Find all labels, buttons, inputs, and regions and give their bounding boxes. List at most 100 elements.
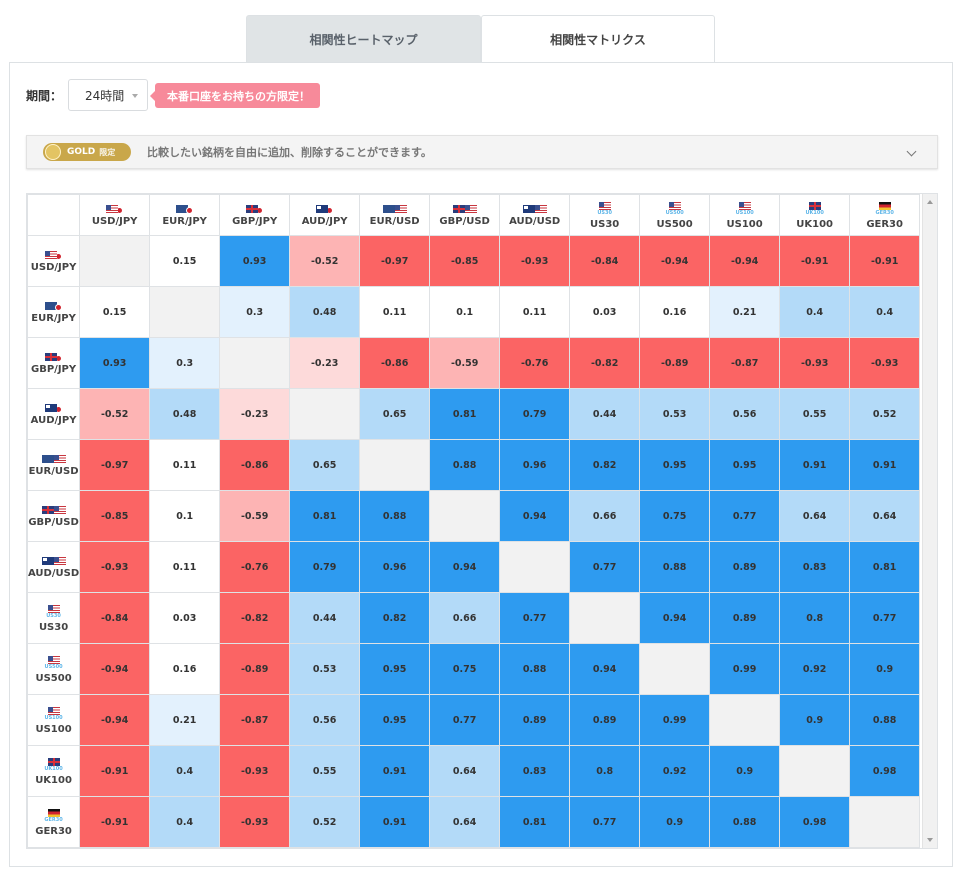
row-header: USD/JPY [27, 235, 81, 287]
matrix-panel: 期間： 24時間 本番口座をお持ちの方限定！ GOLD 限定 比較したい銘柄を自… [9, 62, 953, 867]
column-header: UK100 UK100 [779, 194, 851, 236]
scroll-up-icon[interactable] [927, 200, 933, 204]
diagonal-cell [79, 235, 151, 287]
flag-icon [41, 555, 66, 565]
column-symbol: EUR/JPY [162, 216, 207, 227]
correlation-cell: -0.52 [289, 235, 361, 287]
correlation-cell: 0.94 [639, 592, 711, 644]
tab-matrix[interactable]: 相関性マトリクス [481, 15, 715, 63]
correlation-cell: 0.89 [709, 541, 781, 593]
correlation-cell: 0.1 [149, 490, 221, 542]
flag-us-icon [534, 205, 547, 213]
correlation-cell: 0.03 [149, 592, 221, 644]
correlation-cell: 0.8 [569, 745, 641, 797]
table-row: AUD/USD -0.93 0.11 -0.76 0.79 0.96 0.94 0.77 0.8… [27, 541, 921, 593]
correlation-cell: 0.99 [709, 643, 781, 695]
tab-heatmap[interactable]: 相関性ヒートマップ [246, 15, 481, 63]
correlation-cell: -0.76 [219, 541, 291, 593]
flag-jp-icon [186, 207, 194, 214]
flag-icon [598, 200, 611, 210]
correlation-cell: -0.86 [359, 337, 431, 389]
flag-us-icon [598, 202, 611, 210]
flag-icon [45, 300, 63, 311]
correlation-cell: 0.11 [499, 286, 571, 338]
row-header: US30 US30 [27, 592, 81, 644]
column-header: AUD/JPY [289, 194, 361, 236]
flag-icon [808, 200, 821, 210]
correlation-cell: 0.4 [849, 286, 921, 338]
correlation-cell: 0.4 [779, 286, 851, 338]
flag-us-icon [53, 506, 66, 514]
correlation-cell: 0.94 [429, 541, 501, 593]
vertical-scrollbar[interactable] [922, 194, 937, 848]
column-symbol: GBP/JPY [232, 216, 278, 227]
flag-gb-icon [47, 758, 60, 766]
correlation-cell: 0.66 [429, 592, 501, 644]
correlation-cell: -0.89 [639, 337, 711, 389]
correlation-cell: 0.77 [499, 592, 571, 644]
correlation-cell: 0.9 [849, 643, 921, 695]
gold-badge-label: GOLD [67, 147, 96, 157]
flag-de-icon [878, 202, 891, 210]
flag-gb-icon [41, 506, 54, 514]
flag-us-icon [53, 557, 66, 565]
correlation-cell: 0.15 [149, 235, 221, 287]
correlation-cell: -0.93 [219, 796, 291, 848]
correlation-cell: 0.55 [289, 745, 361, 797]
correlation-cell: 0.81 [429, 388, 501, 440]
correlation-cell: 0.92 [779, 643, 851, 695]
correlation-cell: 0.53 [639, 388, 711, 440]
flag-icon [47, 603, 60, 613]
correlation-cell: 0.96 [359, 541, 431, 593]
correlation-cell: 0.99 [639, 694, 711, 746]
correlation-cell: 0.91 [849, 439, 921, 491]
correlation-cell: 0.77 [569, 541, 641, 593]
flag-icon [382, 203, 407, 213]
correlation-cell: -0.76 [499, 337, 571, 389]
correlation-cell: 0.03 [569, 286, 641, 338]
correlation-cell: 0.48 [149, 388, 221, 440]
flag-us-icon [47, 707, 60, 715]
chevron-down-icon[interactable] [906, 146, 917, 157]
flag-us-icon [47, 605, 60, 613]
correlation-cell: 0.64 [429, 745, 501, 797]
live-account-promo-badge: 本番口座をお持ちの方限定！ [150, 83, 320, 108]
diagonal-cell [779, 745, 851, 797]
correlation-cell: 0.88 [429, 439, 501, 491]
column-header: USD/JPY [79, 194, 151, 236]
correlation-cell: -0.82 [219, 592, 291, 644]
caret-down-icon [132, 94, 138, 98]
correlation-cell: 0.95 [639, 439, 711, 491]
correlation-cell: -0.94 [639, 235, 711, 287]
column-header: GBP/JPY [219, 194, 291, 236]
gold-badge: GOLD 限定 [43, 143, 131, 161]
correlation-cell: 0.77 [569, 796, 641, 848]
correlation-cell: 0.83 [779, 541, 851, 593]
table-row: GBP/JPY 0.93 0.3 -0.23 -0.86 -0.59 -0.76 -0.82-… [27, 337, 921, 389]
row-header: GBP/JPY [27, 337, 81, 389]
correlation-cell: -0.91 [849, 235, 921, 287]
correlation-matrix: USD/JPY EUR/JPY GBP/JPY AUD/JPY EUR/USD GBP/U… [26, 193, 938, 849]
correlation-cell: 0.77 [709, 490, 781, 542]
flag-icon [47, 705, 60, 715]
flag-gb-icon [246, 205, 259, 213]
column-header: EUR/JPY [149, 194, 221, 236]
index-tag: UK100 [805, 210, 824, 216]
index-tag: GER30 [875, 210, 894, 216]
correlation-cell: 0.89 [569, 694, 641, 746]
flag-icon [452, 203, 477, 213]
diagonal-cell [709, 694, 781, 746]
correlation-cell: 0.64 [779, 490, 851, 542]
flag-icon [106, 203, 124, 214]
correlation-cell: 0.88 [499, 643, 571, 695]
gold-feature-bar[interactable]: GOLD 限定 比較したい銘柄を自由に追加、削除することができます。 [26, 135, 938, 169]
flag-us-icon [53, 455, 66, 463]
period-select[interactable]: 24時間 [68, 79, 148, 111]
scroll-down-icon[interactable] [927, 838, 933, 842]
correlation-cell: -0.85 [429, 235, 501, 287]
flag-eu-icon [45, 302, 58, 310]
correlation-cell: 0.11 [359, 286, 431, 338]
correlation-cell: 0.56 [289, 694, 361, 746]
correlation-cell: 0.9 [639, 796, 711, 848]
correlation-cell: 0.94 [499, 490, 571, 542]
